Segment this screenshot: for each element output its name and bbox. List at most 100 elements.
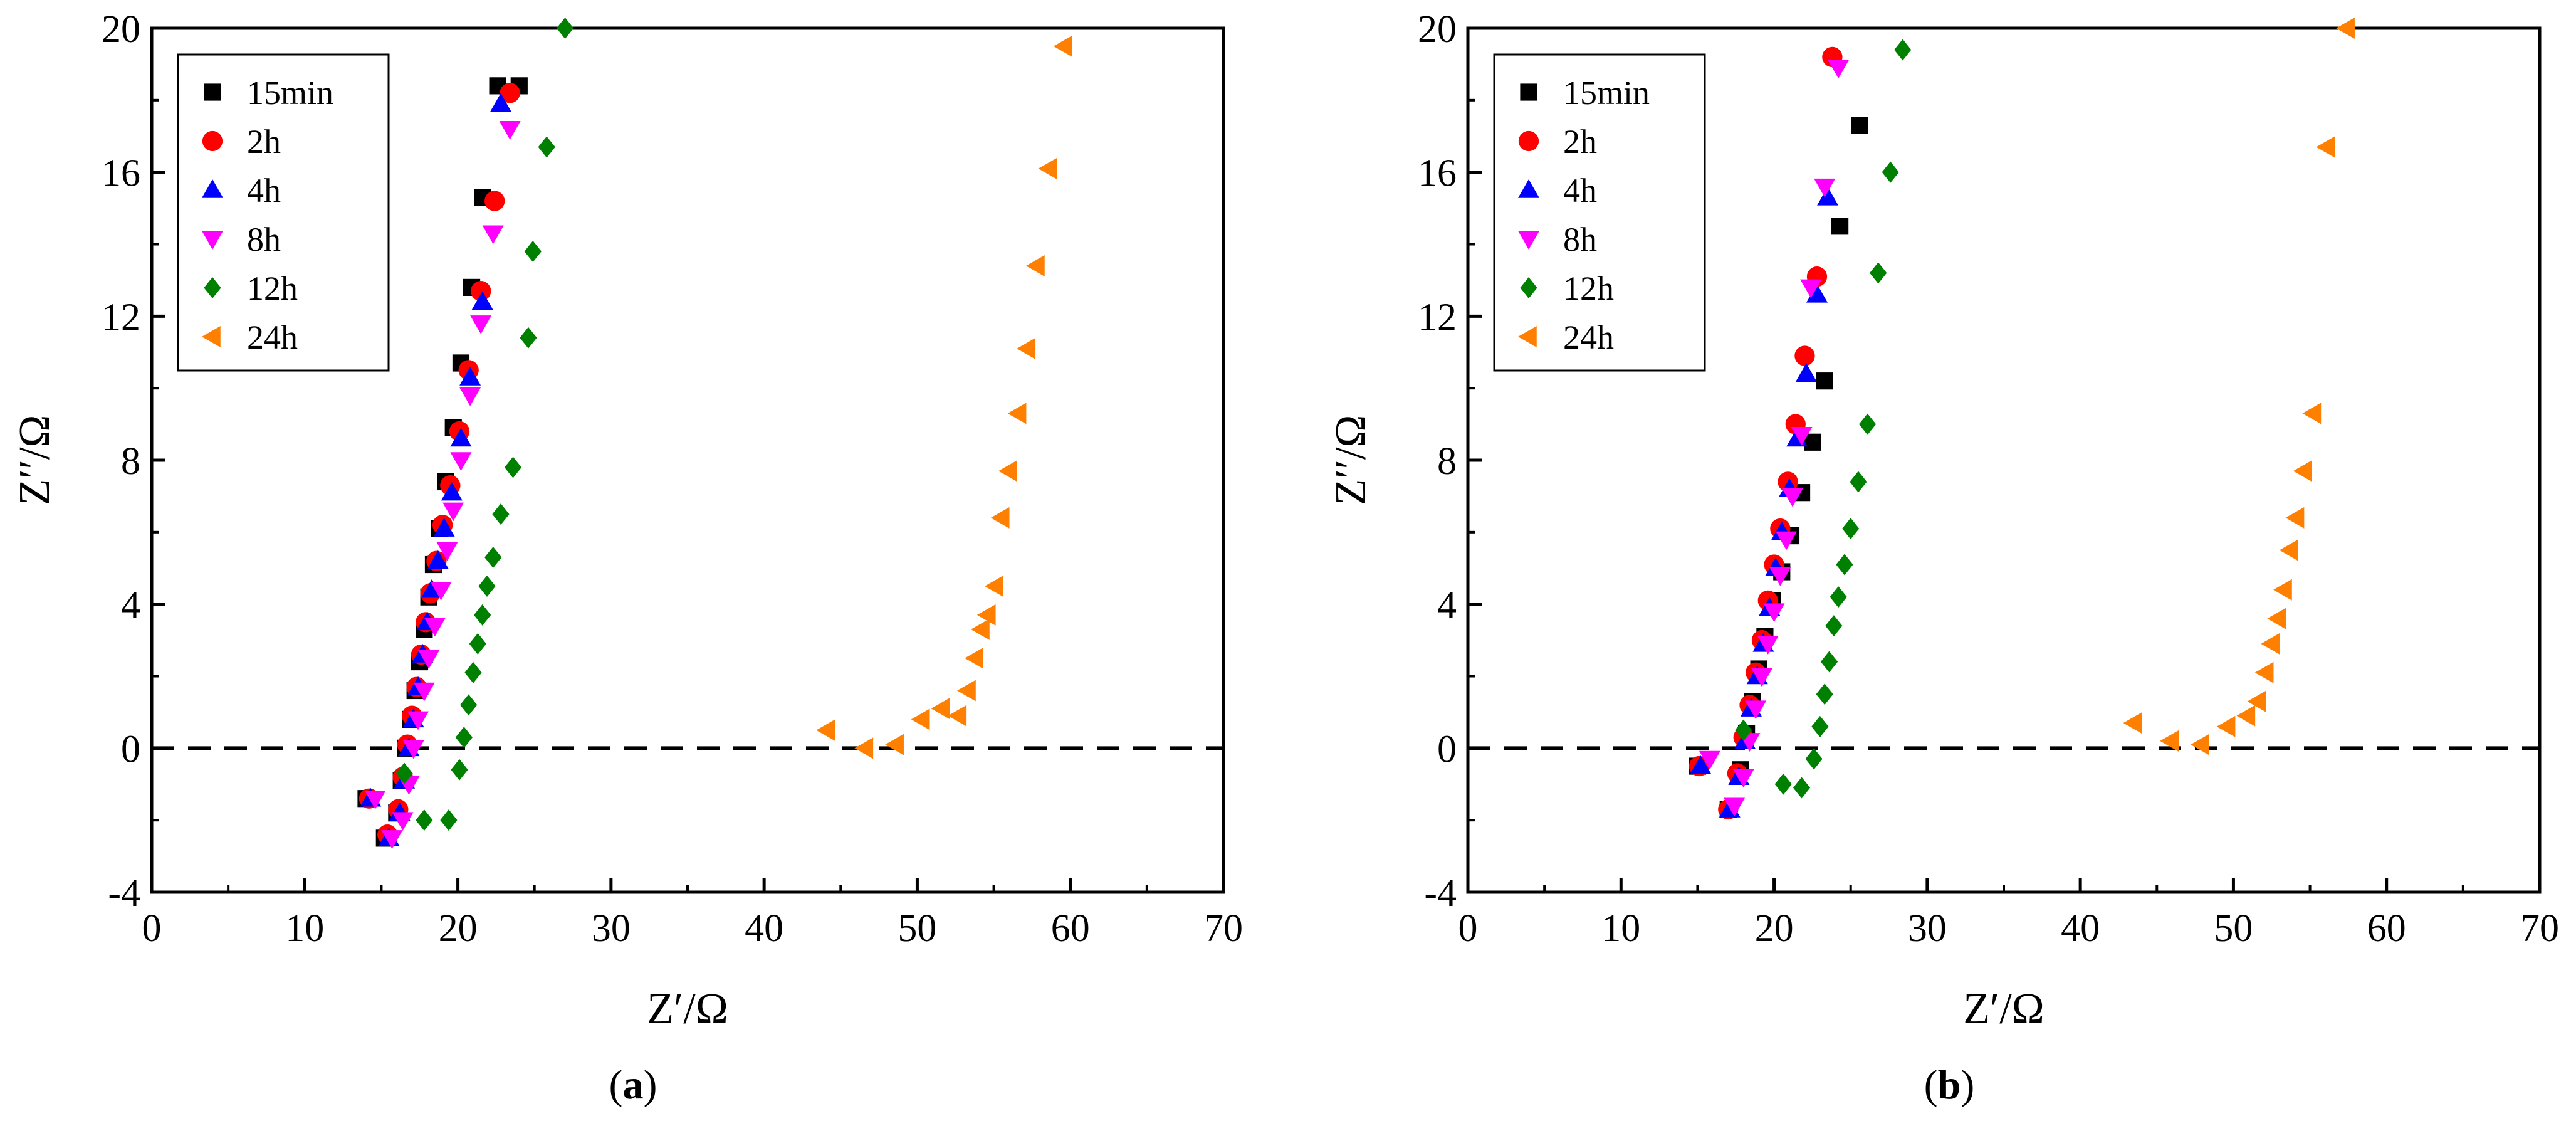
data-point-24h	[948, 705, 967, 727]
data-point-24h	[911, 708, 930, 730]
data-point-12h	[1842, 518, 1860, 540]
data-point-8h	[459, 387, 481, 406]
y-tick-label: 16	[1418, 152, 1457, 195]
x-tick-label: 10	[285, 907, 324, 950]
data-point-8h	[1732, 769, 1754, 788]
x-tick-label: 60	[1051, 907, 1090, 950]
data-point-12h	[1811, 715, 1829, 737]
data-point-8h	[1724, 797, 1746, 817]
legend-box	[1493, 53, 1706, 372]
data-point-24h	[2254, 661, 2274, 683]
data-point-24h	[2236, 705, 2256, 727]
y-tick-label: 16	[102, 152, 140, 195]
series-12h	[1735, 39, 1912, 799]
legend-marker-8h	[202, 231, 223, 250]
data-point-12h	[556, 18, 574, 39]
legend-label-24h: 24h	[1563, 318, 1614, 356]
panel-label-b: (b)	[1924, 1062, 1975, 1108]
data-point-15min	[1851, 117, 1868, 134]
data-point-4h	[1795, 363, 1817, 382]
panel-letter-a: a	[623, 1062, 644, 1108]
x-axis-label: Z′/Ω	[1963, 985, 2045, 1033]
data-point-12h	[1774, 773, 1792, 795]
series-layer	[357, 18, 1072, 849]
y-axis-ticks: -4 0 4 8 12 16 20	[1418, 8, 1482, 915]
x-tick-label: 60	[2367, 907, 2406, 950]
data-point-4h	[471, 291, 493, 310]
data-point-12h	[1825, 615, 1843, 637]
data-point-8h	[1757, 636, 1779, 655]
series-layer	[1689, 18, 2355, 820]
legend-label-24h: 24h	[247, 318, 298, 356]
data-point-24h	[2160, 730, 2179, 752]
y-tick-label: 4	[121, 584, 140, 627]
data-point-24h	[957, 680, 976, 702]
data-point-8h	[1828, 60, 1850, 79]
data-point-12h	[1793, 777, 1811, 799]
y-tick-label: -4	[1424, 872, 1457, 915]
y-tick-label: -4	[108, 872, 140, 915]
x-tick-label: 40	[745, 907, 783, 950]
legend-label-8h: 8h	[1563, 221, 1597, 258]
x-tick-label: 0	[1458, 907, 1478, 950]
data-point-24h	[2336, 18, 2355, 39]
legend: 15min 2h 4h 8h 12h 24h	[177, 53, 390, 372]
x-tick-label: 50	[2214, 907, 2253, 950]
data-point-12h	[1870, 262, 1887, 284]
data-point-24h	[2123, 712, 2142, 734]
data-point-8h	[364, 790, 386, 809]
data-point-8h	[436, 542, 458, 561]
data-point-8h	[1800, 279, 1822, 298]
y-tick-label: 20	[102, 8, 140, 51]
y-axis-label: Z′′/Ω	[11, 415, 59, 506]
data-point-12h	[1805, 748, 1823, 770]
data-point-8h	[442, 502, 464, 522]
data-point-24h	[2267, 608, 2286, 629]
legend-label-12h: 12h	[1563, 270, 1614, 307]
legend: 15min 2h 4h 8h 12h 24h	[1493, 53, 1706, 372]
panel-letter-b: b	[1938, 1062, 1961, 1108]
data-point-24h	[985, 575, 1003, 597]
data-point-24h	[1007, 403, 1027, 424]
data-point-12h	[474, 604, 491, 626]
data-point-15min	[1831, 218, 1849, 235]
data-point-24h	[990, 507, 1010, 529]
series-24h	[2123, 18, 2355, 755]
data-point-4h	[1806, 283, 1828, 303]
x-tick-label: 40	[2061, 907, 2100, 950]
data-point-8h	[1699, 750, 1720, 770]
data-point-12h	[464, 661, 482, 683]
series-12h	[395, 18, 574, 831]
data-point-4h	[441, 482, 463, 501]
data-point-24h	[2261, 633, 2280, 655]
data-point-12h	[1850, 471, 1867, 493]
y-tick-label: 12	[102, 296, 140, 339]
legend-marker-15min	[204, 83, 221, 101]
data-point-8h	[1769, 567, 1791, 586]
data-point-8h	[470, 315, 492, 334]
data-point-8h	[430, 581, 452, 601]
data-point-24h	[1053, 35, 1072, 57]
data-point-8h	[1745, 700, 1767, 720]
data-point-24h	[2279, 539, 2298, 561]
x-axis-ticks: 0 10 20 30 40 50 60 70	[142, 878, 1243, 950]
legend-label-2h: 2h	[1563, 123, 1597, 161]
data-point-2h	[471, 280, 491, 302]
data-point-12h	[395, 762, 413, 784]
legend-marker-12h	[1520, 277, 1537, 298]
data-point-4h	[459, 366, 481, 386]
x-tick-label: 10	[1601, 907, 1640, 950]
y-tick-label: 0	[121, 728, 140, 771]
data-point-12h	[504, 456, 522, 478]
legend-marker-4h	[1518, 179, 1539, 198]
data-point-24h	[965, 647, 984, 669]
y-tick-label: 12	[1418, 296, 1457, 339]
series-8h	[1699, 60, 1850, 817]
data-point-24h	[2316, 136, 2335, 158]
series-8h	[364, 121, 521, 849]
legend-marker-15min	[1520, 83, 1537, 101]
x-tick-label: 20	[1755, 907, 1794, 950]
data-point-12h	[478, 575, 496, 597]
